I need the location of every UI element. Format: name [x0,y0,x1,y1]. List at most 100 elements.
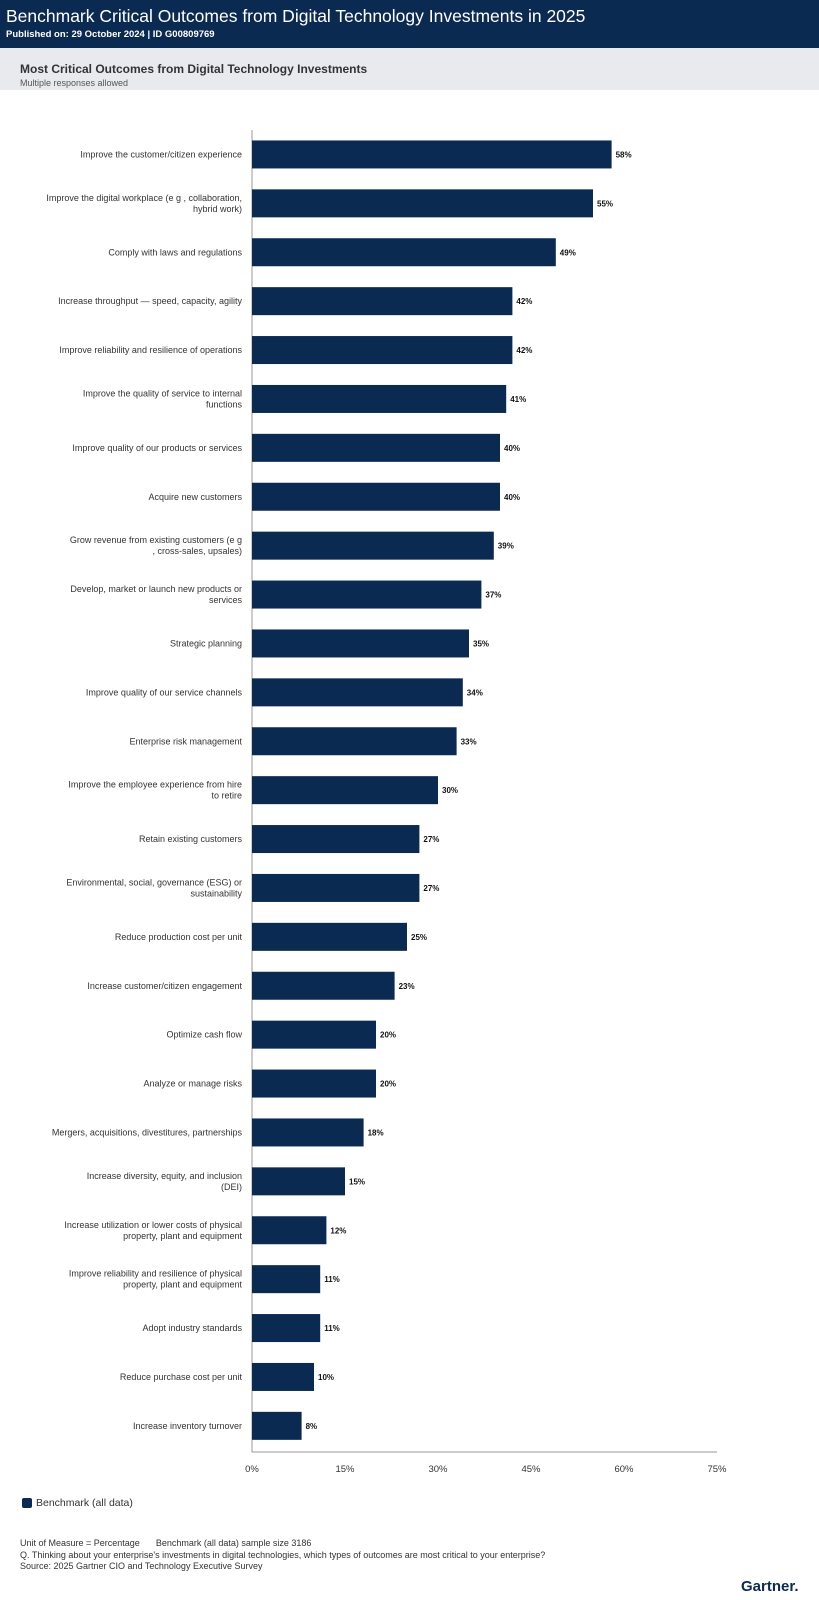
bar [252,189,593,218]
category-label: Comply with laws and regulations [108,247,242,257]
value-label: 35% [473,639,489,648]
bar [252,873,420,902]
bar [252,1265,321,1294]
value-label: 55% [597,199,613,208]
category-label: Optimize cash flow [166,1030,242,1040]
legend-swatch [22,1498,32,1508]
bar [252,825,420,854]
value-label: 30% [442,786,458,795]
bar [252,1362,314,1391]
category-label: Adopt industry standards [142,1323,242,1333]
value-label: 34% [467,688,483,697]
value-label: 42% [516,346,532,355]
bar [252,629,469,658]
bar [252,1020,376,1049]
value-label: 41% [510,395,526,404]
category-label: Improve the customer/citizen experience [80,149,242,159]
category-label: Strategic planning [170,638,242,648]
x-tick-label: 0% [245,1464,259,1475]
bar [252,678,463,707]
category-label: Develop, market or launch new products o… [70,584,242,605]
bar [252,1314,321,1343]
x-tick-label: 60% [614,1464,634,1475]
category-label: Improve the employee experience from hir… [68,780,242,801]
x-tick-label: 75% [707,1464,727,1475]
category-label: Reduce production cost per unit [115,932,243,942]
value-label: 15% [349,1177,365,1186]
category-label: Reduce purchase cost per unit [120,1372,243,1382]
legend-label: Benchmark (all data) [36,1497,133,1509]
bar [252,482,500,511]
footer-unit-row: Unit of Measure = Percentage Benchmark (a… [20,1538,580,1550]
category-label: Grow revenue from existing customers (e … [70,535,242,556]
value-label: 20% [380,1080,396,1089]
category-label: Enterprise risk management [129,736,242,746]
value-label: 25% [411,933,427,942]
category-label: Improve reliability and resilience of op… [59,345,242,355]
category-label: Improve quality of our service channels [86,687,243,697]
value-label: 11% [324,1275,340,1284]
value-label: 23% [399,982,415,991]
bar [252,1216,327,1245]
bar [252,971,395,1000]
category-label: Improve the quality of service to intern… [83,388,243,409]
value-label: 8% [306,1422,318,1431]
bar [252,238,556,267]
gartner-logo: Gartner. [741,1578,799,1595]
category-label: Retain existing customers [139,834,243,844]
value-label: 20% [380,1031,396,1040]
value-label: 37% [485,591,501,600]
bar [252,1069,376,1098]
bar [252,922,407,951]
value-label: 27% [423,835,439,844]
category-label: Improve the digital workplace (e g , col… [46,193,242,214]
report-title: Benchmark Critical Outcomes from Digital… [6,6,586,26]
bar [252,1167,345,1196]
x-axis-title: Percentage of Respondents [416,1489,553,1490]
chart-subtitle: Multiple responses allowed [20,78,129,88]
category-label: Increase diversity, equity, and inclusio… [87,1171,242,1192]
bar [252,580,482,609]
bar [252,384,507,413]
value-label: 40% [504,444,520,453]
report-header: Benchmark Critical Outcomes from Digital… [0,0,819,48]
value-label: 10% [318,1373,334,1382]
value-label: 12% [330,1226,346,1235]
value-label: 39% [498,542,514,551]
bar [252,433,500,462]
value-label: 40% [504,493,520,502]
x-tick-label: 15% [335,1464,355,1475]
category-label: Mergers, acquisitions, divestitures, par… [52,1127,243,1137]
value-label: 58% [616,150,632,159]
value-label: 18% [368,1128,384,1137]
chart-title: Most Critical Outcomes from Digital Tech… [20,62,368,76]
bar-chart: 58% Improve the customer/citizen experien… [46,130,727,1490]
survey-question: Q. Thinking about your enterprise's inve… [20,1549,546,1560]
bar [252,776,438,805]
category-label: Acquire new customers [148,492,242,502]
value-label: 27% [423,884,439,893]
category-label: Increase utilization or lower costs of p… [64,1220,242,1241]
sample-size: Benchmark (all data) sample size 3186 [155,1538,312,1548]
unit-of-measure: Unit of Measure = Percentage [20,1538,140,1548]
category-label: Increase customer/citizen engagement [87,981,242,991]
chart-header: Most Critical Outcomes from Digital Tech… [0,48,819,90]
footer-notes: Unit of Measure = Percentage Benchmark (a… [20,1538,580,1573]
category-label: Increase inventory turnover [133,1421,242,1431]
category-label: Analyze or manage risks [143,1079,242,1089]
bar [252,727,457,756]
bar [252,140,612,169]
legend: Benchmark (all data) [22,1497,133,1509]
bar [252,336,513,365]
value-label: 42% [516,297,532,306]
value-label: 33% [461,737,477,746]
source-note: Source: 2025 Gartner CIO and Technology … [20,1561,263,1571]
bar [252,287,513,316]
category-label: Improve quality of our products or servi… [72,443,242,453]
category-label: Increase throughput — speed, capacity, a… [58,296,242,306]
bar [252,1118,364,1147]
x-tick-label: 30% [428,1464,448,1475]
x-tick-label: 45% [521,1464,541,1475]
bar [252,531,494,560]
value-label: 49% [560,248,576,257]
